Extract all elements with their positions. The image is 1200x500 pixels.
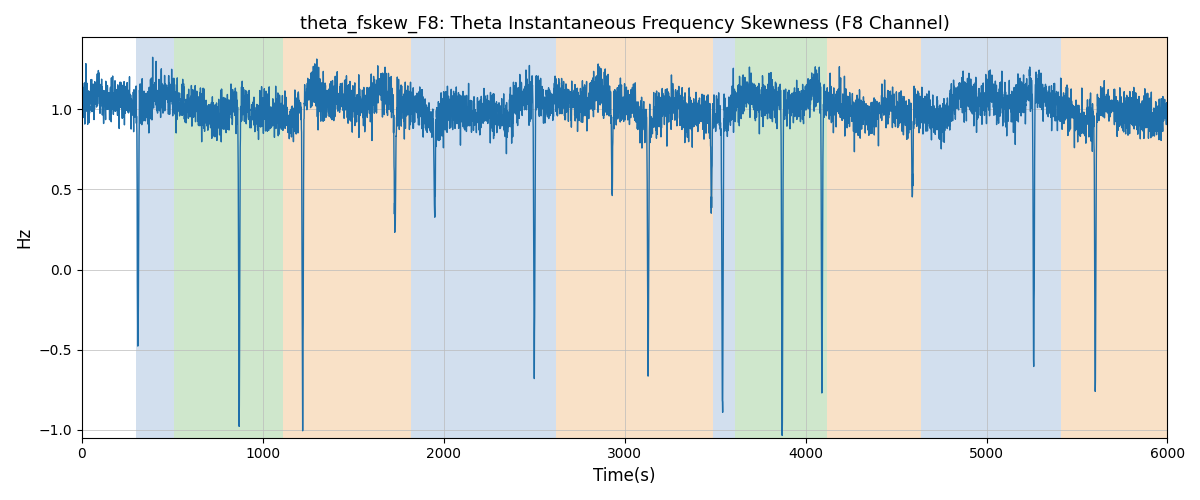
- X-axis label: Time(s): Time(s): [594, 467, 656, 485]
- Bar: [136, 38, 174, 438]
- Bar: [713, 38, 736, 438]
- Bar: [174, 38, 283, 438]
- Bar: [556, 38, 713, 438]
- Title: theta_fskew_F8: Theta Instantaneous Frequency Skewness (F8 Channel): theta_fskew_F8: Theta Instantaneous Freq…: [300, 15, 949, 34]
- Bar: [827, 38, 922, 438]
- Bar: [1061, 38, 1168, 438]
- Y-axis label: Hz: Hz: [14, 227, 32, 248]
- Bar: [283, 38, 412, 438]
- Bar: [922, 38, 1061, 438]
- Bar: [736, 38, 827, 438]
- Bar: [412, 38, 556, 438]
